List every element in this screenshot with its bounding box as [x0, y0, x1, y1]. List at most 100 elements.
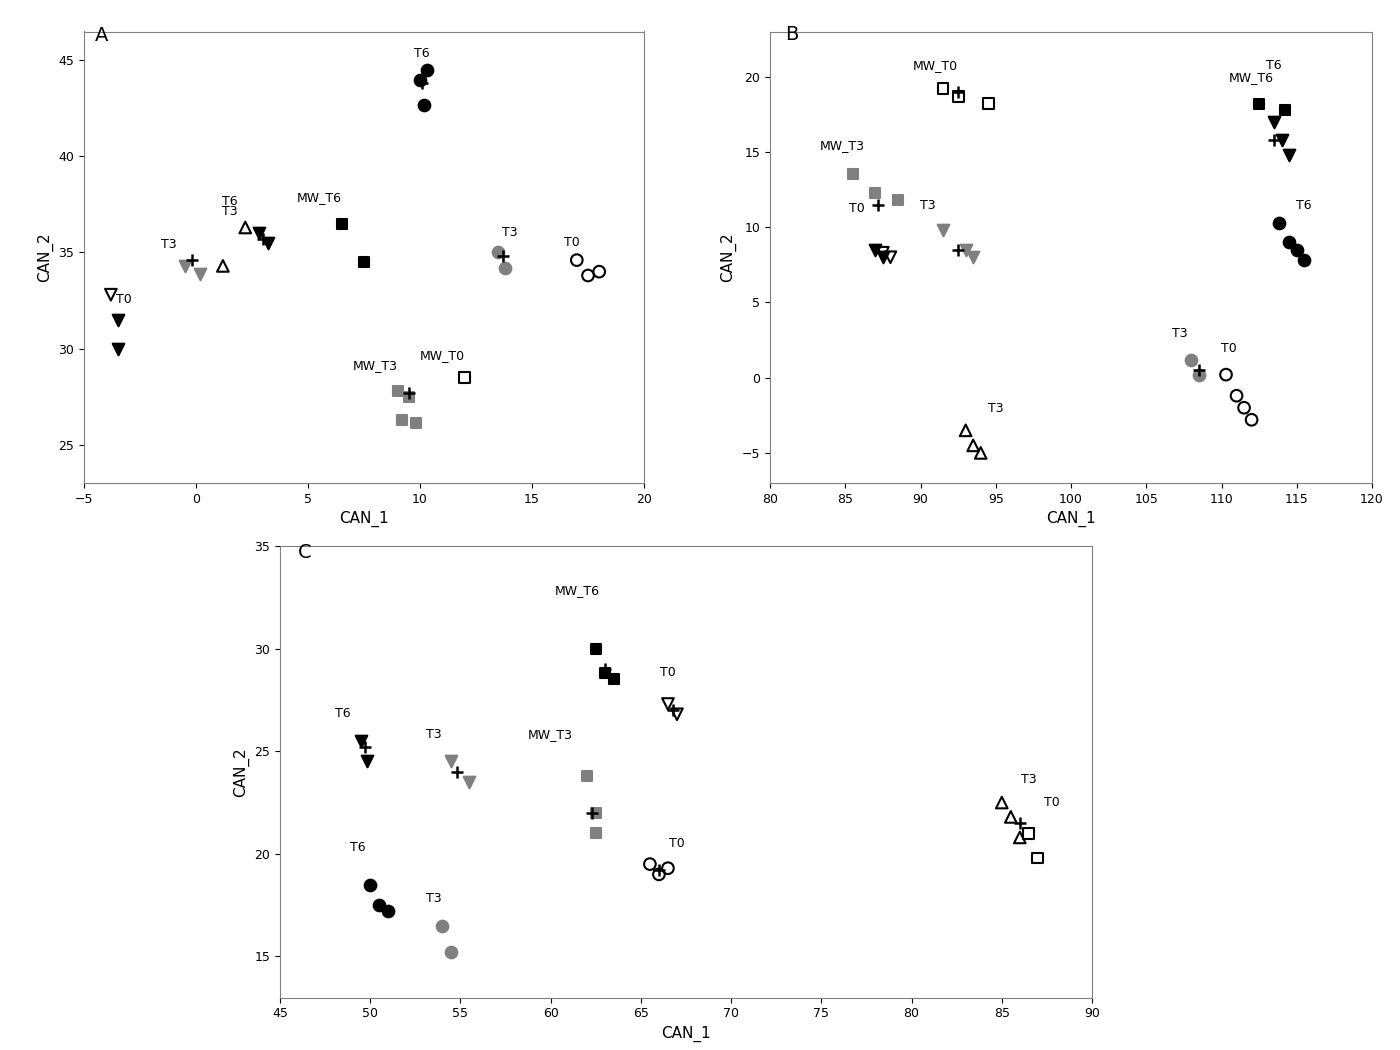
Point — [648, 866, 671, 883]
Text: T6: T6 — [221, 195, 238, 208]
Text: T6: T6 — [336, 708, 351, 720]
Point — [350, 733, 372, 750]
Point — [1018, 825, 1040, 842]
Point — [588, 264, 610, 280]
Y-axis label: CAN_2: CAN_2 — [232, 747, 249, 797]
Text: B: B — [785, 24, 798, 43]
Point — [1187, 366, 1210, 383]
Point — [1278, 147, 1301, 164]
Point — [356, 753, 378, 770]
Text: T0: T0 — [659, 667, 676, 679]
Point — [248, 225, 270, 242]
Text: MW_T6: MW_T6 — [297, 191, 342, 205]
Point — [585, 640, 608, 657]
Point — [1215, 366, 1238, 383]
X-axis label: CAN_1: CAN_1 — [661, 1026, 711, 1042]
Point — [1233, 399, 1256, 416]
Point — [405, 415, 427, 432]
Point — [1225, 387, 1247, 404]
Point — [955, 242, 977, 258]
Point — [977, 96, 1000, 112]
Point — [962, 437, 984, 454]
Text: T3: T3 — [920, 200, 935, 212]
Point — [657, 860, 679, 877]
Point — [377, 903, 399, 920]
Point — [440, 753, 462, 770]
Point — [872, 245, 895, 261]
Text: T6: T6 — [1267, 59, 1282, 72]
Text: MW_T3: MW_T3 — [353, 358, 398, 372]
Point — [409, 71, 431, 88]
Text: T0: T0 — [1044, 796, 1060, 808]
Text: T0: T0 — [116, 293, 132, 307]
Point — [666, 706, 689, 722]
Text: T3: T3 — [426, 728, 441, 741]
Point — [991, 794, 1014, 811]
Point — [841, 166, 864, 183]
Point — [946, 88, 969, 105]
Y-axis label: CAN_2: CAN_2 — [720, 232, 736, 282]
Point — [864, 184, 886, 201]
Point — [1270, 131, 1292, 148]
Point — [189, 266, 211, 282]
Point — [1000, 808, 1022, 825]
Point — [431, 918, 454, 935]
Point — [458, 774, 480, 791]
Point — [638, 856, 661, 873]
Point — [1247, 96, 1270, 112]
Point — [657, 696, 679, 713]
Text: MW_T3: MW_T3 — [528, 728, 573, 741]
Text: T6: T6 — [414, 47, 430, 60]
Text: T0: T0 — [850, 202, 865, 215]
X-axis label: CAN_1: CAN_1 — [339, 511, 389, 527]
Text: T3: T3 — [501, 226, 518, 239]
Point — [391, 412, 413, 428]
Text: MW_T0: MW_T0 — [420, 349, 465, 362]
Text: C: C — [298, 544, 312, 563]
Point — [1285, 242, 1308, 258]
Point — [585, 825, 608, 842]
Point — [1180, 351, 1203, 368]
Point — [256, 234, 279, 251]
Point — [1026, 849, 1049, 866]
Point — [566, 252, 588, 269]
Point — [440, 944, 462, 961]
Point — [358, 876, 381, 892]
Point — [398, 388, 420, 405]
Point — [594, 665, 616, 681]
Point — [1274, 102, 1296, 119]
Text: T3: T3 — [221, 205, 238, 217]
Text: T3: T3 — [161, 237, 176, 251]
Text: MW_T0: MW_T0 — [913, 59, 958, 72]
Point — [99, 287, 122, 303]
Point — [1240, 412, 1263, 428]
Point — [330, 215, 353, 232]
X-axis label: CAN_1: CAN_1 — [1046, 511, 1096, 527]
Point — [575, 768, 598, 784]
Text: MW_T6: MW_T6 — [556, 584, 601, 597]
Point — [487, 244, 510, 260]
Y-axis label: CAN_2: CAN_2 — [36, 232, 53, 282]
Point — [1263, 113, 1285, 130]
Text: MW_T6: MW_T6 — [1229, 71, 1274, 84]
Point — [368, 897, 391, 914]
Point — [879, 249, 902, 266]
Point — [413, 97, 435, 113]
Point — [932, 222, 955, 238]
Point — [577, 267, 599, 284]
Point — [106, 311, 129, 328]
Text: MW_T3: MW_T3 — [820, 139, 865, 152]
Text: T6: T6 — [1296, 200, 1312, 212]
Point — [494, 259, 517, 276]
Point — [886, 192, 909, 209]
Point — [454, 369, 476, 385]
Point — [174, 257, 196, 274]
Point — [234, 219, 256, 236]
Point — [955, 422, 977, 439]
Text: T0: T0 — [564, 235, 580, 249]
Text: T0: T0 — [1221, 342, 1238, 355]
Point — [970, 444, 993, 461]
Point — [416, 62, 438, 79]
Point — [211, 257, 234, 274]
Point — [386, 382, 409, 399]
